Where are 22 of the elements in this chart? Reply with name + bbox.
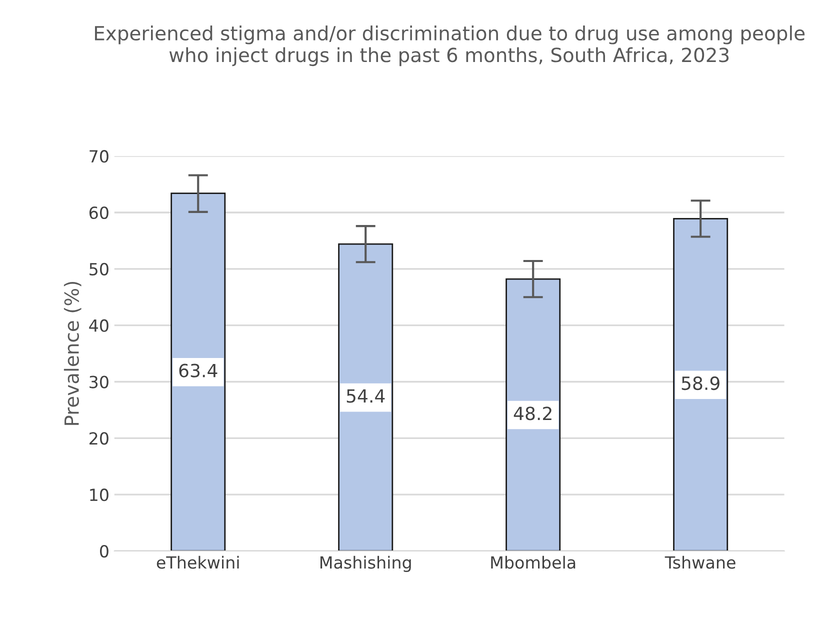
x-tick-label: eThekwini — [156, 556, 239, 569]
y-axis-title: Prevalence (%) — [64, 282, 82, 425]
data-label: 54.4 — [346, 389, 385, 403]
y-tick-label: 40 — [89, 319, 108, 332]
y-tick-label: 20 — [90, 432, 108, 445]
x-tick-label: Mbombela — [491, 556, 576, 569]
x-tick-label: Tshwane — [664, 556, 736, 569]
y-tick-label: 30 — [90, 376, 108, 388]
y-tick-label: 70 — [90, 150, 108, 163]
data-label: 48.2 — [514, 406, 552, 420]
bar — [170, 192, 226, 552]
x-tick-label: Mashishing — [320, 556, 411, 572]
y-tick-label: 50 — [90, 262, 108, 276]
y-tick-label: 10 — [90, 488, 108, 502]
bar — [673, 218, 728, 552]
data-label: 58.9 — [682, 376, 720, 390]
data-label: 63.4 — [179, 364, 218, 378]
bar — [506, 278, 561, 552]
y-tick-label: 0 — [100, 544, 108, 558]
y-tick-label: 60 — [89, 206, 108, 220]
bar — [338, 243, 394, 552]
chart-title: Experienced stigma and/or discrimination due to drug use among people who inject drugs in the past 6 months, South Africa, 2023 — [95, 25, 805, 66]
